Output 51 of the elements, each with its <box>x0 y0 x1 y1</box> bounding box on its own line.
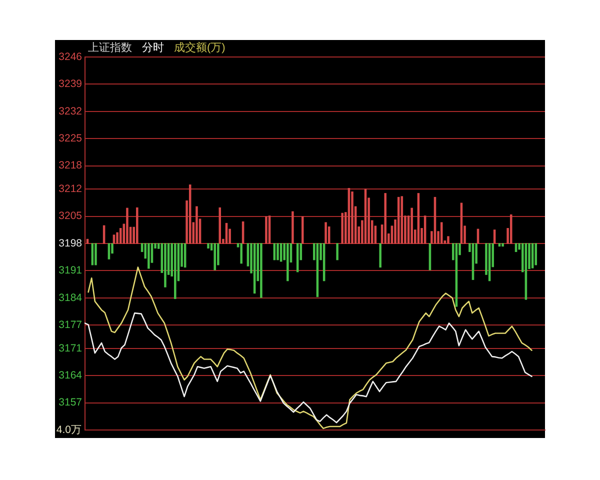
y-tick-label: 3171 <box>58 342 82 354</box>
bar <box>126 208 128 244</box>
bar <box>292 211 294 244</box>
bar <box>440 222 443 244</box>
text: 成交额(万) <box>174 41 226 54</box>
y-tick-label: 3225 <box>58 132 82 144</box>
bar <box>341 212 344 244</box>
bar <box>384 193 386 244</box>
bar <box>207 243 210 248</box>
y-tick-label: 3232 <box>58 105 82 118</box>
bar <box>336 243 338 260</box>
bar <box>116 232 118 244</box>
bar <box>136 207 138 244</box>
bar <box>112 234 116 244</box>
bar <box>108 243 110 260</box>
bar <box>534 243 537 266</box>
bar <box>447 236 450 244</box>
bar <box>498 243 501 247</box>
bar <box>502 243 504 247</box>
y-tick-label: 3157 <box>58 396 82 409</box>
y-tick-label: 3177 <box>58 318 82 331</box>
bar <box>410 208 413 244</box>
bar <box>240 243 242 264</box>
bar <box>351 191 354 244</box>
bar <box>164 243 166 288</box>
bar <box>265 216 268 244</box>
bar <box>493 230 496 244</box>
y-tick-label: 3218 <box>58 160 82 172</box>
y-tick-label: 3191 <box>58 264 82 277</box>
chart-subtitle: 分时 <box>142 41 164 54</box>
bar <box>276 243 279 260</box>
bar <box>174 243 176 300</box>
y-tick-label: 3184 <box>58 292 82 304</box>
y-tick-label: 3246 <box>58 50 82 63</box>
bar <box>514 243 518 252</box>
bar <box>196 206 198 244</box>
chart-title: 上证指数 <box>88 41 132 54</box>
y-tick-label: 3164 <box>58 369 82 382</box>
bar <box>260 243 262 298</box>
bar <box>94 243 97 266</box>
y-tick-label: 3198 <box>58 237 82 250</box>
bar <box>531 243 534 268</box>
bar <box>324 222 327 244</box>
y-tick-label: 3212 <box>58 182 82 195</box>
bar <box>148 243 150 269</box>
bar <box>214 243 216 270</box>
y-tick-label: 3205 <box>58 210 82 222</box>
bar <box>379 243 382 268</box>
y-tick-label: 3239 <box>58 78 82 90</box>
bar <box>286 243 289 282</box>
text: 4.0万 <box>56 424 82 436</box>
